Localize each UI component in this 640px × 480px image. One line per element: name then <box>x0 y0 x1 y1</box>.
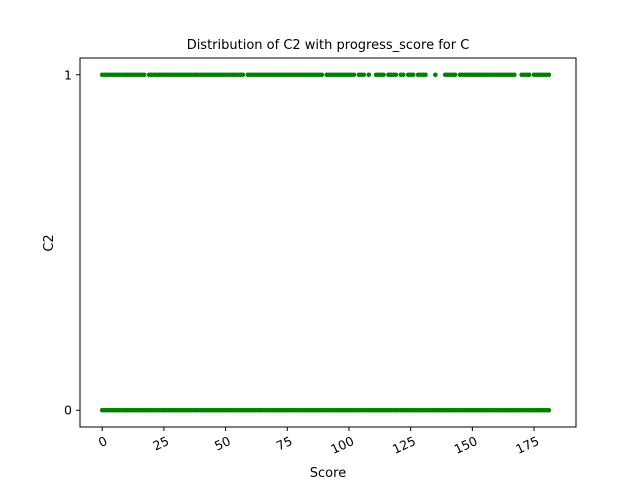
x-tick-label: 125 <box>390 433 418 457</box>
y-tick-label: 0 <box>64 403 72 418</box>
x-tick-label: 100 <box>328 433 356 457</box>
scatter-point-c2-1 <box>319 72 325 78</box>
points-layer <box>99 72 552 413</box>
scatter-point-c2-1 <box>526 72 532 78</box>
x-axis-ticks: 0 25 50 75 100 125 150 175 <box>96 427 541 457</box>
scatter-point-c2-1 <box>410 72 416 78</box>
x-axis-label: Score <box>310 466 346 480</box>
plot-frame <box>79 57 577 428</box>
scatter-point-c2-1 <box>366 72 372 78</box>
scatter-point-c2-1 <box>400 72 406 78</box>
scatter-point-c2-1 <box>512 72 517 78</box>
x-tick-label: 150 <box>452 433 480 457</box>
scatter-point-c2-1 <box>452 72 458 78</box>
scatter-point-c2-1 <box>361 72 367 78</box>
y-tick-label: 1 <box>64 67 72 82</box>
y-axis-label: C2 <box>42 234 57 251</box>
scatter-point-c2-1 <box>433 72 438 78</box>
x-tick-label: 75 <box>274 433 295 453</box>
scatter-point-c2-1 <box>381 72 386 78</box>
scatter-point-c2-1 <box>240 72 246 78</box>
scatter-point-c2-1 <box>546 72 552 78</box>
chart-title: Distribution of C2 with progress_score f… <box>187 38 470 53</box>
scatter-point-c2-1 <box>423 72 428 78</box>
x-tick-label: 50 <box>212 433 233 453</box>
x-tick-label: 0 <box>96 433 110 450</box>
scatter-point-c2-1 <box>141 72 147 78</box>
scatter-point-c2-0 <box>546 407 552 413</box>
x-tick-label: 25 <box>150 433 171 453</box>
scatter-point-c2-1 <box>351 72 357 78</box>
y-axis-ticks: 01 <box>64 67 80 418</box>
scatter-point-c2-1 <box>393 72 399 78</box>
x-tick-label: 175 <box>513 433 541 457</box>
